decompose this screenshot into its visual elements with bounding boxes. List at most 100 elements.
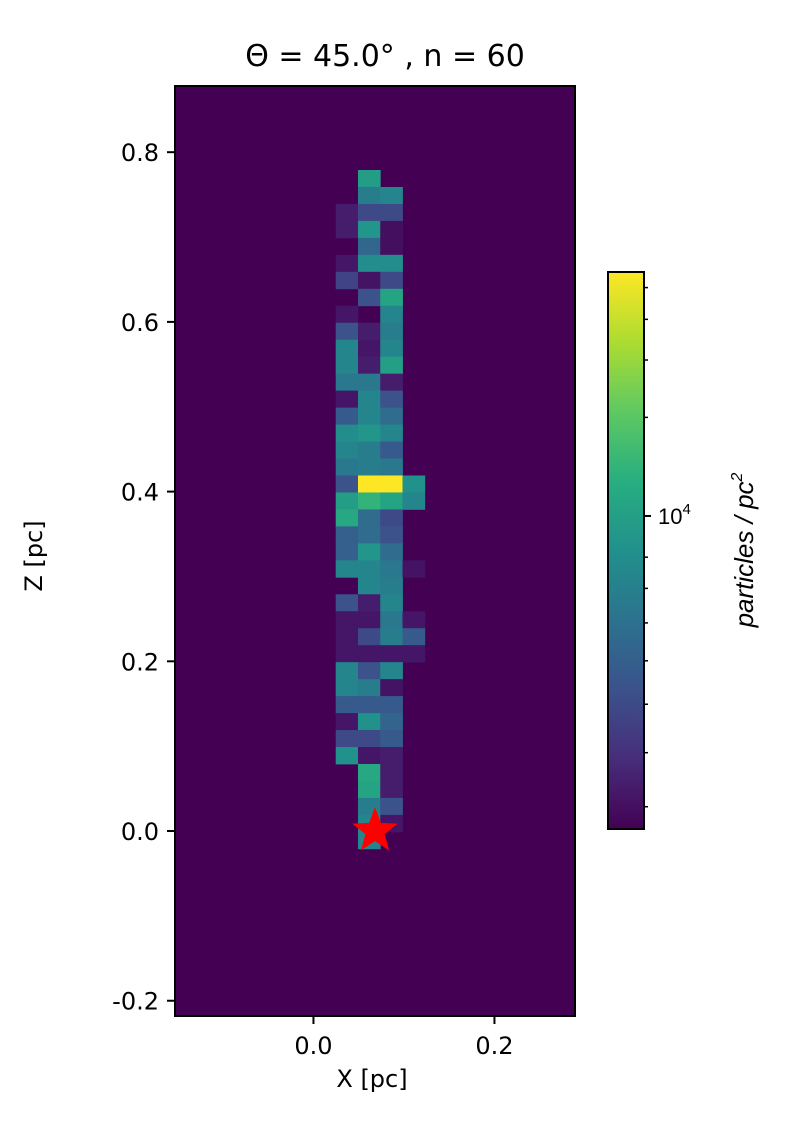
heatmap-cell bbox=[357, 492, 381, 510]
heatmap-cell bbox=[357, 424, 381, 442]
heatmap-cell bbox=[402, 475, 426, 493]
heatmap-cell bbox=[335, 526, 359, 544]
heatmap-cell bbox=[357, 322, 381, 341]
heatmap-cell bbox=[335, 543, 359, 561]
heatmap-cell bbox=[380, 662, 403, 680]
heatmap-cell bbox=[335, 611, 359, 629]
heatmap-cell bbox=[380, 645, 403, 663]
colorbar-gradient bbox=[607, 271, 645, 830]
x-axis-label: X [pc] bbox=[336, 1065, 407, 1093]
heatmap-cell bbox=[335, 390, 359, 408]
heatmap-cell bbox=[357, 203, 381, 222]
heatmap-cell bbox=[335, 475, 359, 493]
y-tick-label: 0.6 bbox=[121, 309, 159, 337]
colorbar: 104 particles / pc2 bbox=[607, 271, 759, 830]
heatmap-cell bbox=[357, 628, 381, 646]
heatmap-cell bbox=[402, 645, 426, 663]
x-tick-label: 0.0 bbox=[294, 1032, 332, 1060]
heatmap-cell bbox=[357, 747, 381, 765]
heatmap-cell bbox=[335, 254, 359, 273]
heatmap-cell bbox=[357, 594, 381, 612]
heatmap-cell bbox=[335, 373, 359, 392]
heatmap-cell bbox=[357, 220, 381, 239]
heatmap-cell bbox=[357, 560, 381, 578]
heatmap-cell bbox=[335, 220, 359, 239]
heatmap-cell bbox=[380, 679, 403, 697]
heatmap-cell bbox=[357, 713, 381, 731]
heatmap-cell bbox=[380, 747, 403, 765]
heatmap-cell bbox=[357, 763, 381, 782]
marker-layer bbox=[352, 807, 398, 851]
heatmap-cell bbox=[357, 797, 381, 816]
heatmap-cell bbox=[335, 713, 359, 731]
y-tick-label: -0.2 bbox=[112, 988, 159, 1016]
colorbar-label: particles / pc2 bbox=[729, 472, 759, 628]
heatmap-cell bbox=[335, 645, 359, 663]
heatmap-cell bbox=[380, 509, 403, 527]
heatmap-cell bbox=[380, 577, 403, 595]
heatmap-cell bbox=[380, 305, 403, 324]
heatmap-cell bbox=[357, 271, 381, 290]
heatmap-cell bbox=[335, 594, 359, 612]
colorbar-tick-label: 104 bbox=[658, 501, 691, 529]
heatmap-cell bbox=[335, 730, 359, 748]
heatmap-cell bbox=[380, 186, 403, 205]
heatmap-cell bbox=[380, 237, 403, 256]
heatmap-cell bbox=[380, 713, 403, 731]
heatmap-cell bbox=[380, 763, 403, 782]
heatmap-cell bbox=[335, 560, 359, 578]
heatmap-cell bbox=[380, 203, 403, 222]
heatmap-cell bbox=[357, 339, 381, 358]
y-tick-label: 0.2 bbox=[121, 648, 159, 676]
heatmap-cell bbox=[380, 339, 403, 358]
heatmap-cell bbox=[402, 560, 426, 578]
heatmap-cell bbox=[357, 645, 381, 663]
heatmap-cell bbox=[357, 441, 381, 459]
colorbar-label-text: particles / pc bbox=[729, 481, 759, 628]
plot-frame bbox=[174, 85, 576, 1017]
heatmap-cell bbox=[335, 271, 359, 290]
heatmap-cell bbox=[380, 543, 403, 561]
chart-title: Θ = 45.0° , n = 60 bbox=[245, 39, 525, 74]
heatmap-cell bbox=[380, 492, 403, 510]
heatmap-cell bbox=[380, 730, 403, 748]
heatmap-cell bbox=[357, 186, 381, 205]
heatmap-cell bbox=[335, 458, 359, 476]
heatmap-cell bbox=[357, 611, 381, 629]
heatmap-cell bbox=[380, 407, 403, 425]
heatmap-cell bbox=[380, 458, 403, 476]
heatmap-cell bbox=[335, 407, 359, 425]
heatmap-cell bbox=[380, 611, 403, 629]
heatmap-cell bbox=[335, 696, 359, 714]
colorbar-tick-base: 10 bbox=[658, 504, 682, 529]
heatmap-cell bbox=[402, 628, 426, 646]
heatmap-cell bbox=[357, 780, 381, 799]
y-tick-label: 0.8 bbox=[121, 139, 159, 167]
heatmap-cell bbox=[357, 730, 381, 748]
heatmap-cell bbox=[335, 305, 359, 324]
heatmap-cell bbox=[335, 628, 359, 646]
heatmap-cell bbox=[357, 237, 381, 256]
heatmap-cell bbox=[380, 254, 403, 273]
heatmap-cell bbox=[380, 526, 403, 544]
heatmap-cell bbox=[335, 424, 359, 442]
y-axis: -0.2 0.0 0.2 0.4 0.6 0.8 bbox=[112, 139, 175, 1016]
heatmap-cell bbox=[335, 339, 359, 358]
heatmap-cell bbox=[402, 492, 426, 510]
heatmap-cell bbox=[380, 594, 403, 612]
heatmap-cell bbox=[357, 407, 381, 425]
heatmap-cell bbox=[357, 696, 381, 714]
heatmap-cell bbox=[335, 679, 359, 697]
y-axis-label: Z [pc] bbox=[20, 520, 48, 591]
colorbar-tick-exponent: 4 bbox=[682, 501, 690, 518]
heatmap-cell bbox=[380, 560, 403, 578]
heatmap-cell bbox=[380, 797, 403, 816]
colorbar-minor-ticks bbox=[644, 286, 648, 808]
y-tick-label: 0.0 bbox=[121, 818, 159, 846]
heatmap-cell bbox=[357, 458, 381, 476]
heatmap-cell bbox=[357, 526, 381, 544]
heatmap-cell bbox=[380, 322, 403, 341]
heatmap-cell bbox=[380, 373, 403, 392]
heatmap-cell bbox=[357, 679, 381, 697]
